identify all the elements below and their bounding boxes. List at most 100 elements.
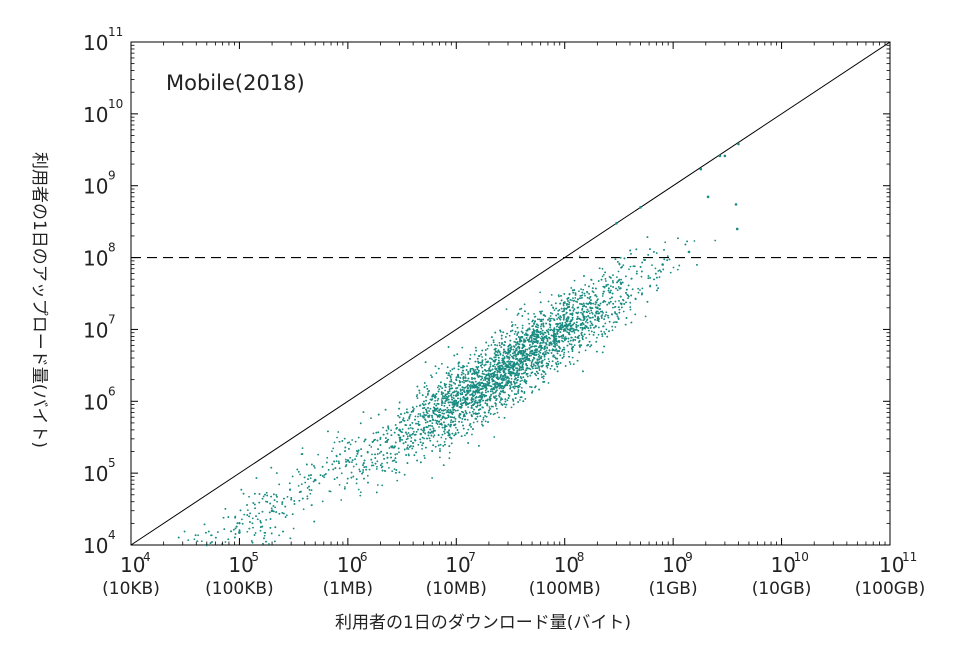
data-point xyxy=(481,361,484,363)
data-point xyxy=(578,334,581,337)
data-point xyxy=(379,464,382,467)
data-point xyxy=(592,282,595,285)
data-point xyxy=(641,287,644,290)
data-point xyxy=(606,303,609,306)
data-point xyxy=(549,342,552,345)
data-point xyxy=(467,442,470,444)
data-point xyxy=(669,271,672,274)
data-point xyxy=(623,257,626,260)
data-point xyxy=(613,306,616,309)
data-point xyxy=(566,344,569,347)
data-point xyxy=(376,460,379,463)
data-point xyxy=(332,468,335,471)
data-point xyxy=(654,272,657,275)
data-point xyxy=(242,492,245,495)
data-point xyxy=(359,494,362,497)
data-point xyxy=(411,427,414,430)
data-point xyxy=(545,322,548,325)
data-point xyxy=(494,366,497,368)
data-point xyxy=(584,349,587,352)
data-point xyxy=(253,503,256,506)
data-point xyxy=(537,318,539,321)
data-point xyxy=(504,398,507,401)
data-point xyxy=(590,344,593,347)
data-point xyxy=(571,327,574,330)
data-point xyxy=(477,362,480,364)
data-point xyxy=(534,364,537,367)
data-point xyxy=(572,304,575,306)
data-point xyxy=(193,538,196,541)
data-point xyxy=(658,276,661,279)
data-point xyxy=(492,383,495,386)
data-point xyxy=(488,367,491,370)
data-point xyxy=(571,306,574,309)
data-point xyxy=(444,408,447,411)
diagonal-line-y-equals-x xyxy=(130,41,891,546)
data-point xyxy=(296,468,299,471)
data-point xyxy=(544,345,547,348)
data-point xyxy=(336,436,338,439)
data-point xyxy=(621,281,624,284)
data-point xyxy=(434,410,436,412)
data-point xyxy=(555,328,558,331)
data-point xyxy=(427,392,429,395)
data-point xyxy=(540,318,543,321)
data-point xyxy=(365,466,367,468)
data-point xyxy=(276,500,278,503)
data-point xyxy=(331,463,334,466)
data-point xyxy=(371,453,373,456)
data-point xyxy=(292,527,295,530)
data-point xyxy=(357,488,360,491)
data-point xyxy=(413,430,415,433)
data-point xyxy=(351,459,354,462)
data-point xyxy=(563,348,566,351)
data-point xyxy=(588,333,591,336)
data-point xyxy=(572,338,575,341)
data-point xyxy=(433,434,436,437)
data-point xyxy=(499,353,502,356)
data-point xyxy=(540,325,542,328)
data-point xyxy=(401,431,403,434)
data-point xyxy=(542,337,545,340)
data-point xyxy=(539,349,542,352)
data-point xyxy=(461,381,464,383)
data-point xyxy=(476,357,479,360)
data-point xyxy=(177,536,180,539)
data-point xyxy=(415,395,418,398)
data-point xyxy=(538,367,540,369)
data-point xyxy=(463,397,466,400)
data-point xyxy=(300,483,303,486)
data-point xyxy=(252,526,254,529)
data-point xyxy=(493,363,496,366)
data-point xyxy=(620,306,623,309)
data-point xyxy=(435,422,438,424)
data-point xyxy=(534,349,536,352)
data-point xyxy=(210,534,213,537)
data-point xyxy=(612,281,614,284)
data-point xyxy=(481,372,484,375)
data-point xyxy=(402,417,405,420)
data-point xyxy=(348,461,351,464)
data-point xyxy=(382,433,385,436)
data-point xyxy=(530,337,533,339)
data-point xyxy=(469,383,472,386)
data-point xyxy=(663,258,666,261)
data-point xyxy=(432,393,435,396)
data-point xyxy=(405,454,408,456)
data-point xyxy=(568,323,571,326)
data-point xyxy=(455,376,458,379)
data-point xyxy=(454,409,457,412)
data-point xyxy=(596,299,599,302)
data-point xyxy=(448,429,450,432)
data-point xyxy=(661,263,664,266)
data-point xyxy=(627,284,630,287)
data-point xyxy=(273,540,276,543)
data-point xyxy=(563,307,566,310)
data-point xyxy=(368,468,371,471)
data-point xyxy=(513,393,516,396)
data-point xyxy=(445,399,448,402)
data-point xyxy=(223,528,226,531)
data-point xyxy=(459,377,462,379)
data-point xyxy=(447,416,450,419)
data-point xyxy=(259,526,262,528)
